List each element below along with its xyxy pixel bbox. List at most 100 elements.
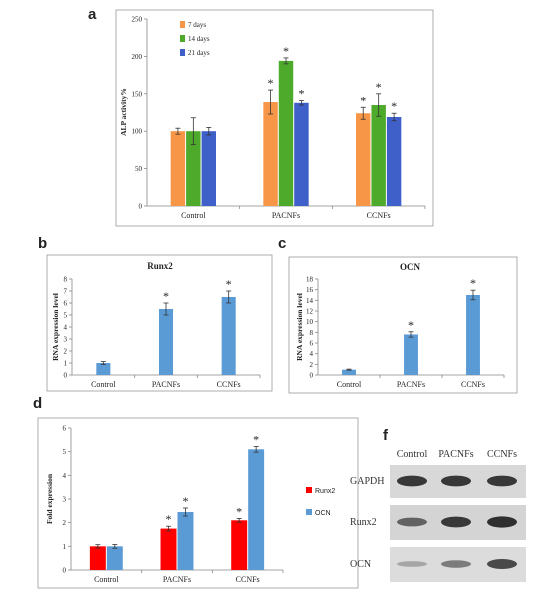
blot-column-label: PACNFs — [438, 449, 473, 460]
bar — [294, 102, 309, 206]
blot-band — [441, 560, 471, 568]
x-tick-label: Control — [181, 211, 206, 220]
x-tick-label: PACNFs — [272, 211, 300, 220]
y-tick-label: 2 — [63, 519, 67, 527]
panel-letter-a: a — [88, 6, 97, 23]
bar — [186, 131, 201, 206]
blot-row-label: Runx2 — [350, 517, 377, 528]
y-axis-label: RNA expression level — [51, 293, 60, 361]
bar — [404, 334, 418, 375]
bar — [201, 131, 216, 206]
blot-band — [397, 561, 427, 567]
legend-swatch — [180, 35, 185, 42]
bar — [160, 528, 177, 570]
y-tick-label: 1 — [64, 360, 68, 368]
bar — [221, 297, 236, 375]
bar — [342, 369, 356, 375]
significance-star: * — [166, 512, 172, 526]
y-tick-label: 0 — [139, 203, 143, 211]
y-tick-label: 12 — [306, 308, 314, 316]
y-tick-label: 7 — [64, 288, 68, 296]
y-tick-label: 250 — [132, 16, 143, 24]
panel-letter-b: b — [38, 235, 47, 252]
bar — [158, 309, 174, 375]
bar — [371, 105, 386, 206]
x-tick-label: PACNFs — [163, 575, 191, 584]
western-blot: Control PACNFs CCNFs GAPDH Runx2 OCN — [350, 432, 528, 590]
panel-letter-f: f — [383, 427, 389, 444]
x-tick-label: Control — [91, 380, 116, 389]
significance-star: * — [163, 289, 169, 303]
y-tick-label: 6 — [64, 300, 68, 308]
chart-a: 0 50 100 150 200 250 Control PACNFs CCNFs * * * * * * A… — [119, 16, 426, 220]
y-tick-label: 8 — [64, 276, 68, 284]
significance-star: * — [360, 93, 366, 107]
blot-band — [441, 475, 471, 487]
significance-star: * — [391, 99, 397, 113]
y-tick-label: 4 — [63, 472, 67, 480]
panel-letter-c: c — [278, 235, 286, 252]
y-axis-label: RNA expression level — [295, 293, 304, 361]
y-tick-label: 100 — [132, 128, 143, 136]
blot-row-label: OCN — [350, 559, 371, 570]
significance-star: * — [236, 504, 242, 518]
legend-label: 14 days — [188, 35, 210, 43]
significance-star: * — [376, 80, 382, 94]
x-tick-label: PACNFs — [152, 380, 180, 389]
x-tick-label: CCNFs — [236, 575, 260, 584]
y-tick-label: 10 — [306, 318, 314, 326]
bar — [170, 131, 186, 206]
bar — [466, 295, 480, 375]
blot-band — [441, 516, 471, 528]
significance-star: * — [470, 276, 476, 290]
significance-star: * — [298, 87, 304, 101]
y-tick-label: 3 — [63, 496, 67, 504]
y-tick-label: 3 — [64, 336, 68, 344]
y-tick-label: 4 — [310, 350, 314, 358]
significance-star: * — [268, 76, 274, 90]
legend-swatch — [180, 49, 185, 56]
chart-d: 0 1 2 3 4 5 6 Control PACNFs CCNFs * * * * Fold expres… — [45, 425, 335, 585]
y-tick-label: 0 — [64, 372, 68, 380]
bar — [386, 116, 402, 206]
legend-label: OCN — [315, 510, 331, 517]
bar — [278, 60, 294, 206]
chart-d-frame — [37, 417, 359, 589]
y-tick-label: 2 — [64, 348, 68, 356]
blot-band — [397, 475, 427, 487]
legend-label: Runx2 — [315, 488, 335, 495]
bar — [248, 449, 265, 570]
x-tick-label: Control — [94, 575, 119, 584]
y-tick-label: 6 — [63, 425, 67, 433]
y-tick-label: 200 — [132, 53, 143, 61]
chart-c: 0 2 4 6 8 10 12 14 16 18 Control PACNFs CCNFs * * RNA e… — [295, 262, 505, 389]
x-tick-label: PACNFs — [397, 380, 425, 389]
x-tick-label: CCNFs — [461, 380, 485, 389]
significance-star: * — [408, 318, 414, 332]
y-tick-label: 1 — [63, 543, 67, 551]
y-tick-label: 5 — [64, 312, 68, 320]
blot-row-label: GAPDH — [350, 476, 384, 487]
bar — [96, 363, 111, 375]
bar — [356, 113, 371, 206]
chart-c-frame — [288, 256, 518, 394]
y-tick-label: 5 — [63, 448, 67, 456]
legend-swatch — [306, 487, 312, 493]
bar — [231, 520, 248, 570]
bar — [177, 512, 194, 570]
bar — [263, 102, 278, 206]
y-tick-label: 4 — [64, 324, 68, 332]
legend-label: 21 days — [188, 49, 210, 57]
blot-band — [487, 516, 517, 528]
blot-band — [487, 475, 517, 487]
significance-star: * — [253, 432, 259, 446]
chart-b: 0 1 2 3 4 5 6 7 8 Control PACNFs CCNFs * * RNA express… — [51, 261, 261, 389]
blot-column-label: CCNFs — [487, 449, 517, 460]
y-tick-label: 16 — [306, 286, 314, 294]
panel-letter-d: d — [33, 395, 42, 412]
blot-band — [397, 517, 427, 527]
y-tick-label: 18 — [306, 276, 314, 284]
significance-star: * — [182, 494, 188, 508]
chart-title: OCN — [400, 262, 421, 272]
x-tick-label: CCNFs — [367, 211, 391, 220]
